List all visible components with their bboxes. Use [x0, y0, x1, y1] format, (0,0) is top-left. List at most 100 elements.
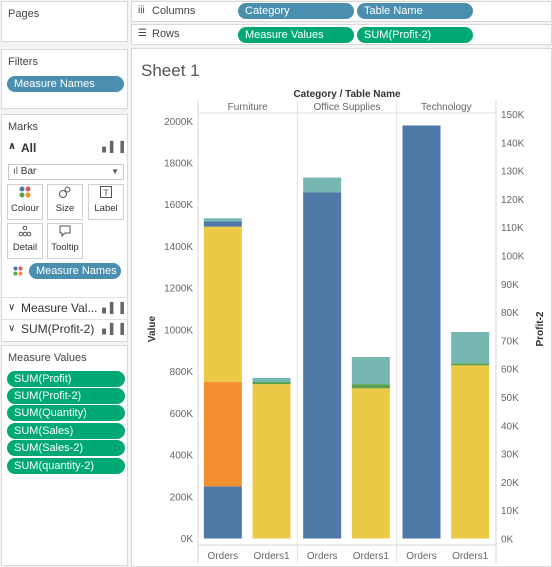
svg-text:T: T — [103, 188, 109, 198]
bar-chart-icon: ▖▌▐ — [102, 142, 124, 153]
detail-card-label: Detail — [12, 242, 38, 253]
marks-shelf-profit-2[interactable]: ∨ SUM(Profit-2) ▖▌▐ — [8, 321, 124, 339]
x-tick-label: Orders — [406, 551, 437, 562]
measure-pill[interactable]: SUM(Sales-2) — [7, 440, 125, 456]
x-tick-label: Orders1 — [253, 551, 290, 562]
y-left-tick-label: 1800K — [164, 159, 193, 170]
bar-segment[interactable] — [303, 177, 342, 193]
detail-card[interactable]: Detail — [7, 223, 43, 259]
tooltip-card[interactable]: Tooltip — [47, 223, 83, 259]
colour-dots-icon — [13, 266, 23, 279]
bar-segment[interactable] — [451, 365, 490, 539]
measure-pill[interactable]: SUM(Profit-2) — [7, 388, 125, 404]
bar-mark-icon: ıl — [13, 166, 21, 177]
y-left-tick-label: 1000K — [164, 325, 193, 336]
y-left-tick-label: 800K — [170, 367, 194, 378]
y-right-tick-label: 90K — [501, 280, 519, 291]
measure-pill[interactable]: SUM(Profit) — [7, 371, 125, 387]
label-card-label: Label — [94, 203, 118, 214]
marks-all-label: All — [21, 141, 37, 155]
marks-shelf-measure-values[interactable]: ∨ Measure Val... ▖▌▐ — [8, 300, 124, 318]
x-tick-label: Orders — [208, 551, 239, 562]
bar-segment[interactable] — [203, 218, 242, 222]
marks-all-row[interactable]: ∧ All ▖▌▐ — [8, 141, 124, 157]
x-tick-label: Orders1 — [353, 551, 390, 562]
bar-segment[interactable] — [252, 382, 291, 385]
worksheet[interactable]: Sheet 1 Category / Table Name Furniture O… — [131, 48, 552, 567]
filters-panel[interactable]: Filters Measure Names — [1, 49, 128, 109]
expand-caret-icon[interactable]: ∨ — [8, 323, 16, 334]
measure-pill[interactable]: SUM(Sales) — [7, 423, 125, 439]
y-right-tick-label: 140K — [501, 138, 525, 149]
bar-segment[interactable] — [203, 226, 242, 383]
y-right-tick-label: 40K — [501, 421, 519, 432]
columns-pill-category[interactable]: Category — [238, 3, 354, 19]
measure-values-title: Measure Values — [8, 352, 87, 364]
colour-pill-measure-names[interactable]: Measure Names — [29, 263, 121, 279]
collapse-caret-icon[interactable]: ∧ — [8, 141, 17, 152]
sheet-title: Sheet 1 — [141, 61, 200, 80]
size-icon — [48, 185, 82, 203]
rows-pill-measure-values[interactable]: Measure Values — [238, 27, 354, 43]
y-left-tick-label: 2000K — [164, 117, 193, 128]
marks-shelf-label: SUM(Profit-2) — [21, 322, 95, 336]
columns-pill-table-name[interactable]: Table Name — [357, 3, 473, 19]
y-left-tick-label: 600K — [170, 409, 194, 420]
category-header[interactable]: Office Supplies — [313, 102, 380, 113]
marks-shelf-label: Measure Val... — [21, 301, 98, 315]
bar-chart-icon: ▖▌▐ — [102, 303, 124, 314]
rows-pill-profit-2[interactable]: SUM(Profit-2) — [357, 27, 473, 43]
bar-segment[interactable] — [203, 486, 242, 539]
dropdown-arrow-icon: ▼ — [111, 167, 119, 176]
label-icon: T — [89, 185, 123, 203]
mark-type-dropdown[interactable]: ıl Bar ▼ — [8, 164, 124, 180]
bar-segment[interactable] — [402, 125, 441, 539]
measure-pill[interactable]: SUM(Quantity) — [7, 405, 125, 421]
bar-segment[interactable] — [451, 363, 490, 366]
colour-card[interactable]: Colour — [7, 184, 43, 220]
detail-icon — [8, 224, 42, 242]
rows-shelf[interactable]: ☰ Rows Measure Values SUM(Profit-2) — [131, 24, 552, 45]
label-card[interactable]: T Label — [88, 184, 124, 220]
y-right-tick-label: 150K — [501, 110, 525, 121]
category-header[interactable]: Furniture — [228, 102, 268, 113]
bar-segment[interactable] — [451, 331, 490, 364]
y-axis-left-title: Value — [147, 316, 158, 343]
y-left-tick-label: 1200K — [164, 284, 193, 295]
x-tick-label: Orders — [307, 551, 338, 562]
pages-title: Pages — [8, 8, 40, 20]
bar-segment[interactable] — [351, 388, 390, 539]
size-card[interactable]: Size — [47, 184, 83, 220]
size-card-label: Size — [55, 203, 75, 214]
y-right-tick-label: 50K — [501, 393, 519, 404]
rows-label: Rows — [152, 28, 180, 40]
bar-segment[interactable] — [351, 384, 390, 389]
measure-pill[interactable]: SUM(quantity-2) — [7, 458, 125, 474]
divider — [2, 297, 127, 298]
y-right-tick-label: 70K — [501, 336, 519, 347]
columns-icon: iii — [138, 5, 145, 16]
bar-segment[interactable] — [303, 192, 342, 539]
y-right-tick-label: 80K — [501, 308, 519, 319]
y-left-tick-label: 200K — [170, 492, 194, 503]
bar-segment[interactable] — [252, 384, 291, 539]
bar-segment[interactable] — [252, 377, 291, 383]
y-right-tick-label: 20K — [501, 478, 519, 489]
y-left-tick-label: 400K — [170, 451, 194, 462]
bar-segment[interactable] — [351, 357, 390, 385]
x-tick-label: Orders1 — [452, 551, 489, 562]
bar-segment[interactable] — [203, 382, 242, 487]
pages-panel[interactable]: Pages — [1, 1, 128, 42]
bar-chart-icon: ▖▌▐ — [102, 324, 124, 335]
category-header[interactable]: Technology — [421, 102, 472, 113]
bar-segment[interactable] — [203, 221, 242, 227]
divider — [2, 319, 127, 320]
expand-caret-icon[interactable]: ∨ — [8, 302, 16, 313]
filter-pill-measure-names[interactable]: Measure Names — [7, 76, 124, 92]
y-right-tick-label: 0K — [501, 535, 514, 546]
y-right-tick-label: 10K — [501, 506, 519, 517]
bar-chart[interactable]: Category / Table Name Furniture Office Su… — [132, 49, 552, 567]
mark-type-value: Bar — [20, 166, 37, 177]
columns-shelf[interactable]: iii Columns Category Table Name — [131, 1, 552, 22]
